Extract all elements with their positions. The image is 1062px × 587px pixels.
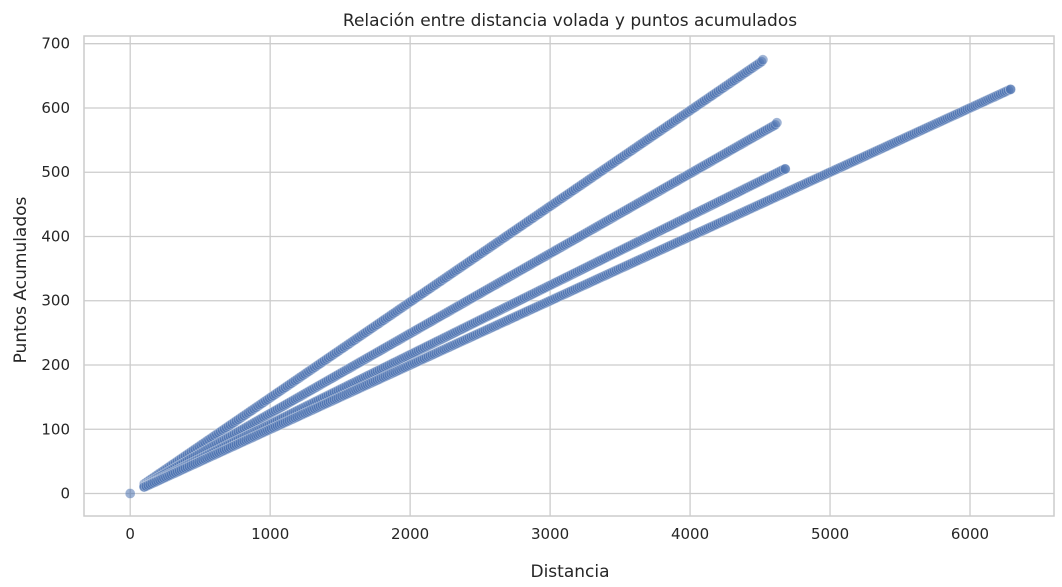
scatter-point bbox=[771, 117, 783, 129]
x-axis-ticks: 0 1000 2000 3000 4000 5000 6000 bbox=[125, 525, 989, 543]
scatter-point bbox=[1005, 84, 1016, 95]
y-tick-label: 700 bbox=[41, 35, 70, 53]
y-tick-label: 200 bbox=[41, 356, 70, 374]
y-tick-label: 500 bbox=[41, 163, 70, 181]
x-tick-label: 4000 bbox=[671, 525, 709, 543]
y-tick-label: 600 bbox=[41, 99, 70, 117]
x-tick-label: 5000 bbox=[811, 525, 849, 543]
plot-frame bbox=[83, 35, 1055, 517]
grid bbox=[84, 36, 1054, 516]
x-tick-label: 6000 bbox=[951, 525, 989, 543]
x-tick-label: 0 bbox=[125, 525, 135, 543]
x-tick-label: 2000 bbox=[391, 525, 429, 543]
data-points bbox=[124, 54, 1016, 499]
scatter-point bbox=[779, 163, 791, 175]
y-tick-label: 400 bbox=[41, 227, 70, 245]
x-axis-label: Distancia bbox=[530, 562, 609, 582]
scatter-point bbox=[124, 488, 136, 499]
x-tick-label: 1000 bbox=[251, 525, 289, 543]
y-tick-label: 100 bbox=[41, 420, 70, 438]
y-tick-label: 0 bbox=[60, 485, 70, 503]
y-tick-label: 300 bbox=[41, 292, 70, 310]
chart-title: Relación entre distancia volada y puntos… bbox=[343, 11, 797, 31]
x-tick-label: 3000 bbox=[531, 525, 569, 543]
y-axis-label: Puntos Acumulados bbox=[11, 196, 31, 363]
y-axis-ticks: 0 100 200 300 400 500 600 700 bbox=[41, 35, 70, 503]
scatter-point bbox=[757, 54, 769, 66]
